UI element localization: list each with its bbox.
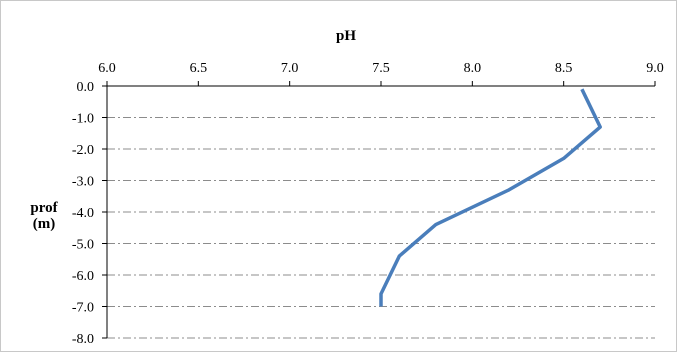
y-tick-label: -4.0 [72, 206, 94, 221]
y-axis-label-line2: (m) [33, 216, 56, 232]
x-tick-labels: 6.0 6.5 7.0 7.5 8.0 8.5 9.0 [98, 61, 664, 76]
plot-area [379, 88, 602, 307]
y-tick-label: -1.0 [72, 112, 94, 127]
x-tick-label: 8.0 [464, 61, 482, 76]
x-tick-label: 9.0 [646, 61, 664, 76]
y-tick-label: 0.0 [77, 80, 95, 95]
y-tick-label: -7.0 [72, 301, 94, 316]
y-tick-label: -3.0 [72, 175, 94, 190]
y-tick-label: -8.0 [72, 332, 94, 347]
ph-series-line [379, 88, 602, 307]
x-tick-label: 7.0 [281, 61, 299, 76]
y-tick-label: -6.0 [72, 269, 94, 284]
gridlines [107, 117, 655, 339]
x-tick-label: 6.5 [190, 61, 208, 76]
x-tick-label: 7.5 [372, 61, 390, 76]
chart-title: pH [336, 28, 356, 44]
x-tick-label: 8.5 [555, 61, 573, 76]
y-axis-label-line1: prof [30, 200, 58, 216]
y-tick-label: -2.0 [72, 143, 94, 158]
axes [102, 81, 656, 339]
y-tick-label: -5.0 [72, 238, 94, 253]
y-tick-labels: 0.0 -1.0 -2.0 -3.0 -4.0 -5.0 -6.0 -7.0 -8.0 [72, 80, 94, 347]
x-tick-label: 6.0 [98, 61, 116, 76]
